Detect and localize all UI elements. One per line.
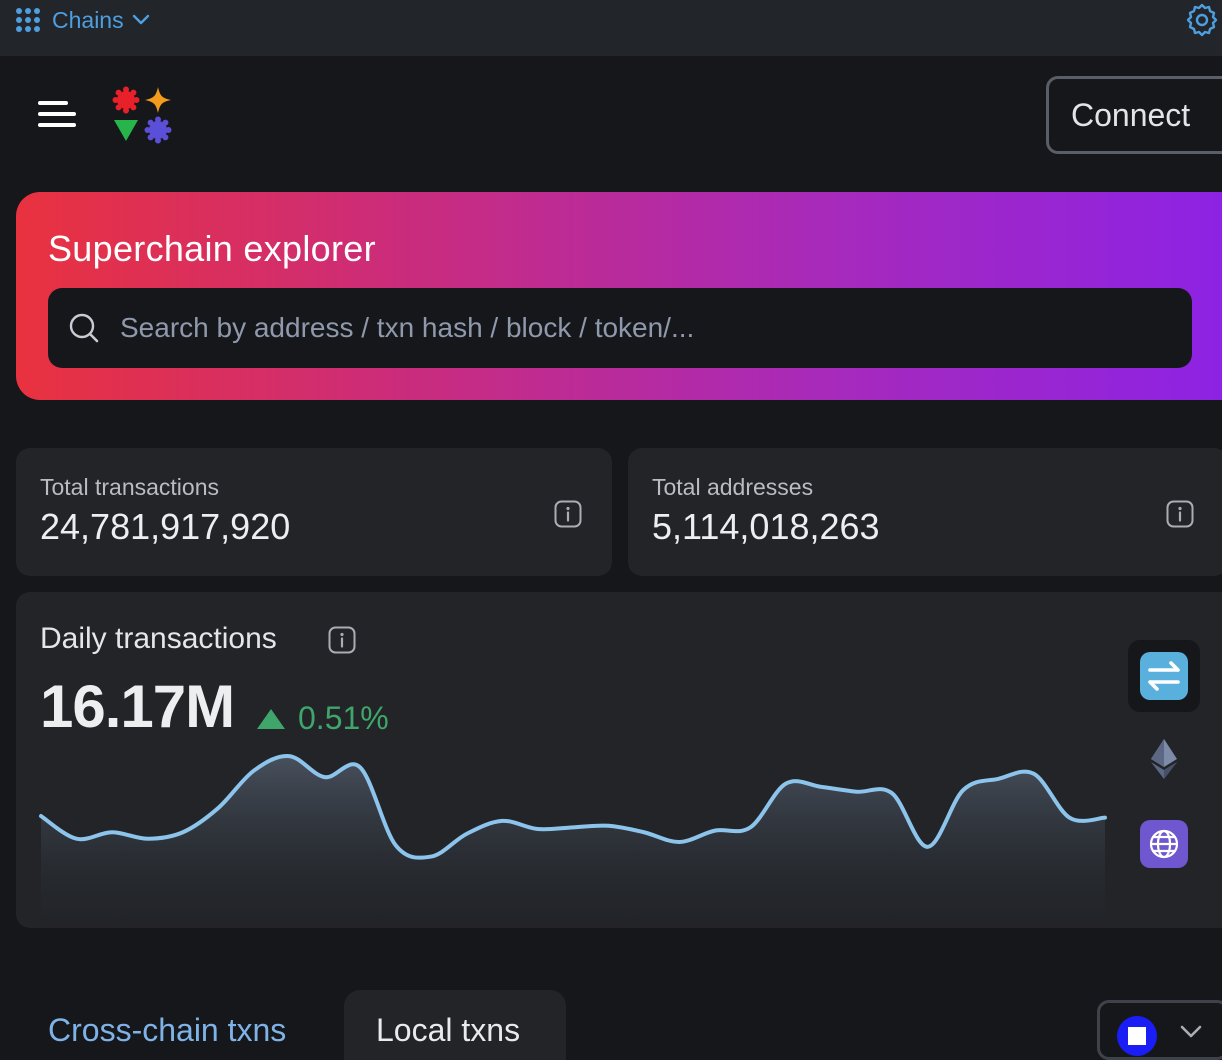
top-bar: Chains: [0, 0, 1222, 56]
connect-wallet-button[interactable]: Connect: [1046, 76, 1222, 154]
hamburger-menu-icon[interactable]: [38, 101, 76, 129]
tab-local-txns[interactable]: Local txns: [344, 990, 566, 1060]
stat-value: 5,114,018,263: [652, 506, 880, 547]
chain-option-swap[interactable]: [1128, 640, 1200, 712]
daily-transactions-value: 16.17M: [40, 673, 235, 740]
gear-icon[interactable]: [1184, 2, 1220, 38]
superchain-logo[interactable]: [110, 84, 174, 148]
site-header: [0, 56, 1222, 176]
transactions-tabs: Cross-chain txns Local txns: [0, 990, 1222, 1060]
stat-card-total-transactions: Total transactions 24,781,917,920: [16, 448, 612, 576]
network-select[interactable]: [1097, 1000, 1222, 1060]
stat-label: Total transactions: [40, 474, 219, 500]
hero-title: Superchain explorer: [48, 228, 376, 269]
daily-change-percent: 0.51%: [298, 700, 389, 736]
search-icon: [69, 313, 99, 343]
globe-icon: [1140, 820, 1188, 868]
info-icon[interactable]: [554, 500, 582, 528]
ethereum-icon[interactable]: [1148, 738, 1180, 780]
network-icon: [1117, 1016, 1157, 1056]
tab-cross-chain-txns[interactable]: Cross-chain txns: [48, 1012, 287, 1048]
search-bar[interactable]: [48, 288, 1192, 368]
info-icon[interactable]: [328, 626, 356, 654]
chains-menu-button[interactable]: Chains: [16, 4, 150, 36]
hero-banner: Superchain explorer: [16, 192, 1222, 400]
stat-label: Total addresses: [652, 474, 814, 500]
daily-transactions-card: Daily transactions 16.17M 0.51%: [16, 592, 1222, 928]
info-icon[interactable]: [1166, 500, 1194, 528]
search-input[interactable]: [120, 288, 1180, 368]
swap-arrows-icon: [1140, 652, 1188, 700]
grid-dots-icon: [16, 6, 44, 34]
chevron-down-icon: [132, 14, 149, 25]
daily-transactions-title: Daily transactions: [40, 622, 277, 655]
daily-transactions-chart: [39, 754, 1107, 922]
chains-menu-label: Chains: [52, 6, 124, 33]
stat-card-total-addresses: Total addresses 5,114,018,263: [628, 448, 1222, 576]
daily-change: 0.51%: [256, 700, 389, 737]
stat-value: 24,781,917,920: [40, 506, 291, 547]
triangle-up-icon: [257, 708, 285, 729]
chain-option-globe[interactable]: [1140, 820, 1188, 873]
chevron-down-icon: [1180, 1025, 1202, 1038]
chart-area: [41, 755, 1105, 922]
chart-series-line: [39, 754, 1107, 860]
